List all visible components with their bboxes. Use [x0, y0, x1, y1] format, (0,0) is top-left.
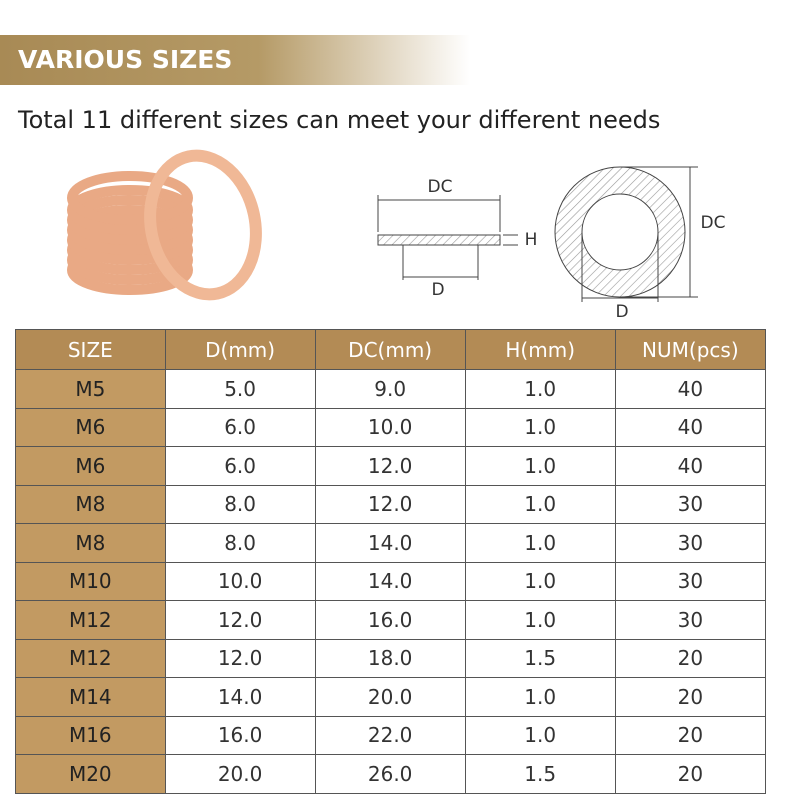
table-row: M14 14.0 20.0 1.0 20 — [15, 677, 767, 717]
subtitle: Total 11 different sizes can meet your d… — [18, 106, 661, 134]
cell: 6.0 — [164, 407, 316, 447]
label-d: D — [431, 280, 444, 300]
title: VARIOUS SIZES — [18, 45, 233, 74]
cell: M12 — [15, 600, 166, 640]
washers-photo — [67, 149, 262, 301]
table-row: M8 8.0 14.0 1.0 30 — [15, 523, 767, 563]
cell: 16.0 — [314, 600, 466, 640]
header-cell: H(mm) — [464, 329, 616, 370]
label-h: H — [525, 230, 538, 250]
cell: 16.0 — [164, 715, 316, 755]
label-d: D — [615, 302, 628, 322]
table-row: M12 12.0 16.0 1.0 30 — [15, 600, 767, 640]
table-row: M10 10.0 14.0 1.0 30 — [15, 561, 767, 601]
header-cell: D(mm) — [164, 329, 316, 370]
cell: 1.0 — [464, 677, 616, 717]
cell: 1.0 — [464, 715, 616, 755]
header-row: SIZE D(mm) DC(mm) H(mm) NUM(pcs) — [15, 329, 767, 370]
cell: 10.0 — [314, 407, 466, 447]
cell: 20 — [614, 715, 767, 755]
cell: 1.0 — [464, 484, 616, 524]
cell: M6 — [15, 446, 166, 486]
table-row: M12 12.0 18.0 1.5 20 — [15, 638, 767, 678]
cell: 1.5 — [464, 754, 616, 794]
cell: 9.0 — [314, 369, 466, 409]
cell: 20 — [614, 754, 767, 794]
cell: 22.0 — [314, 715, 466, 755]
cell: M5 — [15, 369, 166, 409]
header-cell: SIZE — [15, 329, 166, 370]
cell: 12.0 — [164, 638, 316, 678]
cell: 40 — [614, 369, 767, 409]
cell: 5.0 — [164, 369, 316, 409]
label-dc: DC — [701, 213, 726, 233]
cell: 26.0 — [314, 754, 466, 794]
cell: M12 — [15, 638, 166, 678]
cell: 14.0 — [314, 561, 466, 601]
cell: 1.0 — [464, 446, 616, 486]
cell: 30 — [614, 484, 767, 524]
cell: 1.0 — [464, 407, 616, 447]
cell: 14.0 — [164, 677, 316, 717]
cell: 20 — [614, 677, 767, 717]
cell: 1.0 — [464, 369, 616, 409]
cell: 14.0 — [314, 523, 466, 563]
cell: M20 — [15, 754, 166, 794]
ring-diagram — [554, 166, 698, 302]
cell: 40 — [614, 407, 767, 447]
cell: 12.0 — [164, 600, 316, 640]
cell: M8 — [15, 484, 166, 524]
cell: 6.0 — [164, 446, 316, 486]
cell: 12.0 — [314, 484, 466, 524]
table-row: M5 5.0 9.0 1.0 40 — [15, 369, 767, 409]
cell: M14 — [15, 677, 166, 717]
cell: 1.0 — [464, 561, 616, 601]
cell: M10 — [15, 561, 166, 601]
cell: 8.0 — [164, 484, 316, 524]
cell: 12.0 — [314, 446, 466, 486]
table-row: M6 6.0 10.0 1.0 40 — [15, 407, 767, 447]
header-cell: DC(mm) — [314, 329, 466, 370]
cell: 20 — [614, 638, 767, 678]
section-diagram — [377, 195, 518, 280]
table-row: M8 8.0 12.0 1.0 30 — [15, 484, 767, 524]
cell: 30 — [614, 561, 767, 601]
table-row: M20 20.0 26.0 1.5 20 — [15, 754, 767, 794]
table-row: M6 6.0 12.0 1.0 40 — [15, 446, 767, 486]
cell: M6 — [15, 407, 166, 447]
cell: 30 — [614, 600, 767, 640]
cell: M8 — [15, 523, 166, 563]
label-dc: DC — [428, 177, 453, 197]
cell: 40 — [614, 446, 767, 486]
banner: VARIOUS SIZES — [0, 35, 470, 85]
table-row: M16 16.0 22.0 1.0 20 — [15, 715, 767, 755]
cell: 18.0 — [314, 638, 466, 678]
cell: 30 — [614, 523, 767, 563]
cell: 10.0 — [164, 561, 316, 601]
cell: 1.0 — [464, 600, 616, 640]
cell: 1.5 — [464, 638, 616, 678]
cell: 1.0 — [464, 523, 616, 563]
cell: 20.0 — [164, 754, 316, 794]
illustrations: DC H D DC D — [67, 149, 726, 322]
size-table: SIZE D(mm) DC(mm) H(mm) NUM(pcs) M5 5.0 9.0 1.0 4… — [15, 329, 767, 794]
header-cell: NUM(pcs) — [614, 329, 767, 370]
cell: 8.0 — [164, 523, 316, 563]
cell: M16 — [15, 715, 166, 755]
cell: 20.0 — [314, 677, 466, 717]
